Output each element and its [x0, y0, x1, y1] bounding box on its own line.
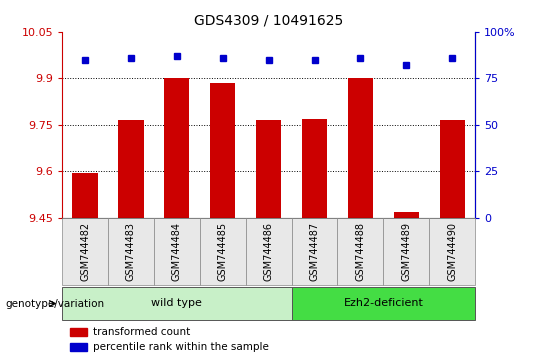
FancyBboxPatch shape — [292, 218, 338, 285]
Text: GSM744484: GSM744484 — [172, 222, 182, 281]
FancyBboxPatch shape — [200, 218, 246, 285]
Bar — [118, 120, 144, 218]
Bar — [72, 173, 98, 218]
Text: wild type: wild type — [151, 298, 202, 308]
Text: GSM744490: GSM744490 — [447, 222, 457, 281]
Bar — [70, 327, 87, 336]
Bar — [70, 343, 87, 352]
FancyBboxPatch shape — [62, 218, 108, 285]
Text: GSM744489: GSM744489 — [401, 222, 411, 281]
FancyBboxPatch shape — [429, 218, 475, 285]
FancyBboxPatch shape — [62, 287, 292, 320]
FancyBboxPatch shape — [383, 218, 429, 285]
Text: genotype/variation: genotype/variation — [5, 298, 105, 309]
Title: GDS4309 / 10491625: GDS4309 / 10491625 — [194, 14, 343, 28]
Bar — [394, 211, 419, 218]
FancyBboxPatch shape — [154, 218, 200, 285]
Text: GSM744487: GSM744487 — [309, 222, 320, 281]
Text: GSM744483: GSM744483 — [126, 222, 136, 281]
FancyBboxPatch shape — [338, 218, 383, 285]
Text: GSM744482: GSM744482 — [80, 222, 90, 281]
Bar — [210, 83, 235, 218]
Bar — [348, 78, 373, 218]
Bar — [440, 120, 465, 218]
Text: Ezh2-deficient: Ezh2-deficient — [343, 298, 423, 308]
Bar — [164, 78, 190, 218]
Text: GSM744485: GSM744485 — [218, 222, 228, 281]
Text: GSM744486: GSM744486 — [264, 222, 274, 281]
Text: percentile rank within the sample: percentile rank within the sample — [93, 342, 269, 352]
FancyBboxPatch shape — [108, 218, 154, 285]
FancyBboxPatch shape — [292, 287, 475, 320]
Bar — [302, 119, 327, 218]
FancyBboxPatch shape — [246, 218, 292, 285]
Text: GSM744488: GSM744488 — [355, 222, 366, 281]
Bar — [256, 120, 281, 218]
Text: transformed count: transformed count — [93, 327, 190, 337]
